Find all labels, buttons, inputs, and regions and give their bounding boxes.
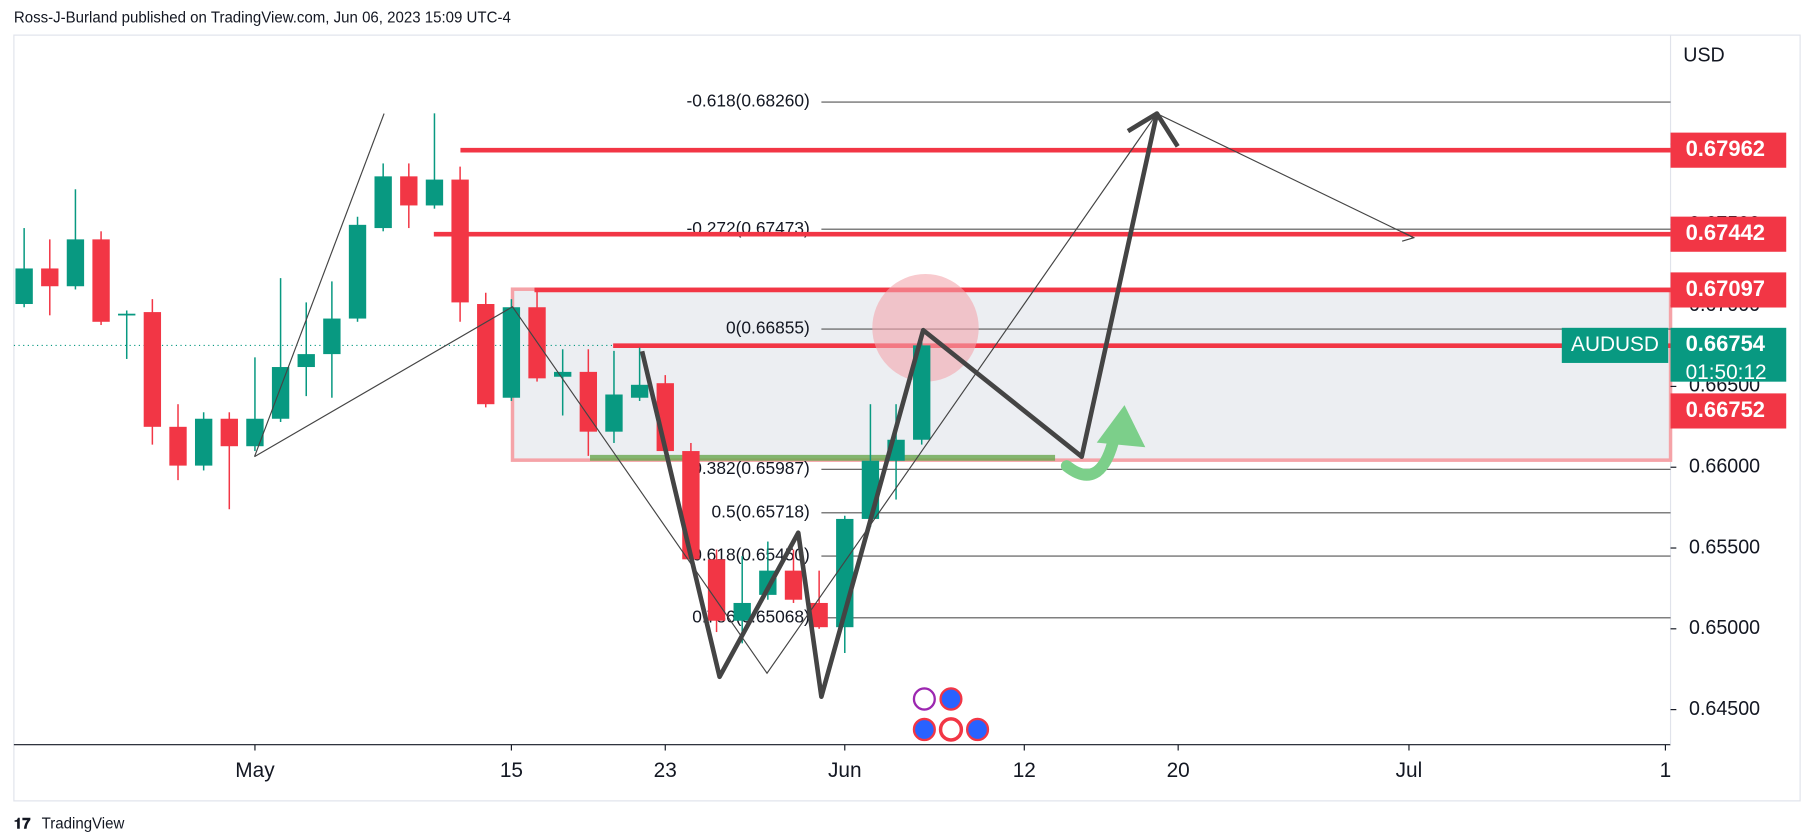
candle-body [784,570,803,600]
last-price: 0.66754 [1686,331,1766,356]
candle-body [477,304,495,405]
event-icon [912,687,936,711]
symbol-label: AUDUSD [1571,333,1659,356]
currency: USD [1683,44,1724,66]
event-icon [966,717,990,742]
y-tick-label: 0.65500 [1689,536,1760,558]
arrow-head [1401,231,1416,242]
candle-body [682,451,700,560]
candle-body [374,176,392,229]
y-tick-label: 0.64500 [1689,698,1760,720]
candle-body [271,367,290,419]
candle-body [15,268,33,305]
candle-body [66,239,85,287]
price-label: 0.66752 [1686,397,1765,422]
candle-body [297,354,315,368]
y-tick-label: 0.66000 [1689,455,1760,477]
footer: TradingView [42,815,125,832]
x-tick-label: 20 [1167,759,1190,782]
projection-path [639,111,1180,700]
candle-body [118,313,136,316]
candle-body [502,307,521,398]
candle-body [707,559,726,621]
symbol-box [1561,327,1669,363]
candle-body [579,371,598,432]
fib-label: 0.5(0.65718) [712,501,810,521]
candle-body [630,384,649,398]
bounce-arrow [1060,436,1119,481]
candle-body [425,179,444,206]
candle-body [323,318,341,355]
fib-label: 0(0.66855) [726,318,810,338]
fib-label: -0.618(0.68260) [686,91,809,111]
candle-body [220,418,238,447]
x-tick-label: 1 [1660,759,1672,782]
x-tick-label: 23 [654,759,677,782]
x-tick-label: Jun [828,759,862,782]
fib-label: 0.382(0.65987) [692,458,810,478]
event-icon [939,687,963,711]
x-tick-label: 15 [500,759,523,782]
candle-body [605,394,623,432]
candle-body [348,224,367,319]
price-label: 0.67097 [1686,276,1765,301]
candle-body [143,312,162,427]
header: Ross-J-Burland published on TradingView.… [14,10,511,27]
price-labels: 0.67962 0.67442 0.67097 AUDUSD 0.66754 01:50:… [1561,132,1787,429]
frame [13,34,1801,802]
candle-body [451,179,469,303]
candle-body [733,602,751,621]
price-label-box [1670,216,1787,252]
arrow-head [1126,111,1159,134]
countdown: 01:50:12 [1686,361,1767,384]
drawings [253,111,1416,700]
candle-body [554,371,572,377]
candle-body [41,268,59,287]
price-label: 0.67962 [1686,136,1765,161]
candle-body [92,239,110,322]
candle-body [169,426,187,466]
price-label-box [1670,393,1787,429]
level-group [433,147,1671,349]
trend-line [253,113,385,457]
candle-body [913,345,931,440]
range-box [510,287,1673,462]
event-icon [912,717,936,742]
x-tick-label: Jul [1396,759,1423,782]
x-tick-label: May [235,759,275,782]
candle-body [246,418,264,447]
y-tick-label: 0.65000 [1689,617,1760,639]
x-tick-label: 12 [1013,759,1036,782]
price-label-box [1670,272,1787,308]
candle-body [400,176,418,206]
trend-line [254,112,1414,675]
price-label-box [1670,132,1787,168]
bounce-arrow-head [1096,405,1146,448]
candle-body [194,418,213,466]
logo-mark: 𝟏𝟕 [14,815,31,832]
last-price-box [1670,327,1787,382]
candle-body [810,602,828,628]
price-label: 0.67442 [1686,220,1765,245]
event-icon [938,717,964,742]
event-icons [912,687,990,742]
